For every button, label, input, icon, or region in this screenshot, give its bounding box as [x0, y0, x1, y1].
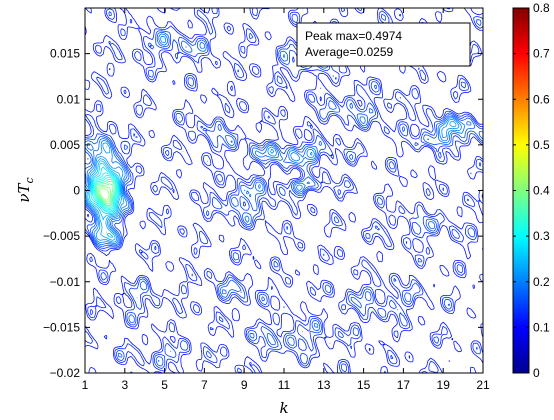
x-tick-label: 19: [437, 378, 451, 392]
contour-level: [90, 166, 120, 213]
contour-level: [85, 8, 483, 373]
y-axis-ticks: −0.02 −0.015 −0.01 −0.005 0 0.005 0.01 0.015: [43, 47, 483, 380]
annotation-box: Peak max=0.4974 Average=0.0259: [296, 22, 471, 67]
contour-level: [93, 175, 118, 211]
contour-level: [85, 118, 460, 243]
x-tick-label: 15: [357, 378, 371, 392]
x-tick-label: 17: [397, 378, 411, 392]
colorbar-ticks: 0 0.1 0.2 0.3 0.4 0.5 0.6 0.7 0.8: [513, 1, 550, 380]
x-axis-label: k: [279, 399, 288, 417]
contour-level: [92, 172, 119, 212]
x-tick-label: 5: [161, 378, 168, 392]
contour-level: [94, 178, 117, 208]
y-axis-label-subscript: c: [23, 177, 36, 183]
contour-level: [98, 186, 111, 203]
colorbar-tick-label: 0.3: [533, 229, 550, 243]
x-tick-label: 7: [201, 378, 208, 392]
colorbar-tick-label: 0.4: [533, 184, 550, 198]
colorbar-tick-label: 0: [533, 366, 540, 380]
contour-level: [86, 120, 457, 241]
x-tick-label: 11: [278, 378, 291, 392]
y-axis-label: νTc: [15, 177, 36, 202]
contour-level: [85, 35, 462, 244]
colorbar-tick-label: 0.2: [533, 275, 550, 289]
y-axis-label-main: νT: [15, 183, 33, 203]
y-tick-label: −0.015: [43, 320, 80, 334]
contour-level: [87, 160, 121, 238]
contour-level: [94, 176, 117, 209]
x-tick-label: 3: [121, 378, 128, 392]
x-tick-label: 13: [317, 378, 331, 392]
annotation-box-frame: [296, 22, 471, 67]
x-tick-label: 21: [476, 378, 490, 392]
colorbar-tick-label: 0.6: [533, 92, 550, 106]
y-tick-label: 0.005: [50, 138, 80, 152]
contour-level: [99, 188, 110, 201]
contour-level: [89, 163, 120, 214]
contour-level: [95, 180, 115, 207]
x-tick-label: 9: [241, 378, 248, 392]
x-axis-ticks: 1 3 5 7 9 11 13 15 17 19 21: [82, 8, 490, 392]
y-tick-label: −0.01: [50, 275, 81, 289]
annotation-average: Average=0.0259: [305, 45, 394, 59]
y-tick-label: −0.005: [43, 229, 80, 243]
colorbar-tick-label: 0.5: [533, 138, 550, 152]
y-tick-label: 0.015: [50, 47, 80, 61]
colorbar-tick-label: 0.1: [533, 320, 550, 334]
y-tick-label: −0.02: [50, 366, 81, 380]
colorbar-tick-label: 0.7: [533, 47, 550, 61]
contour-level: [96, 183, 114, 205]
y-tick-label: 0.01: [57, 92, 81, 106]
y-tick-label: 0: [73, 184, 80, 198]
colorbar-tick-label: 0.8: [533, 1, 550, 15]
annotation-peak-max: Peak max=0.4974: [305, 29, 402, 43]
x-tick-label: 1: [82, 378, 89, 392]
